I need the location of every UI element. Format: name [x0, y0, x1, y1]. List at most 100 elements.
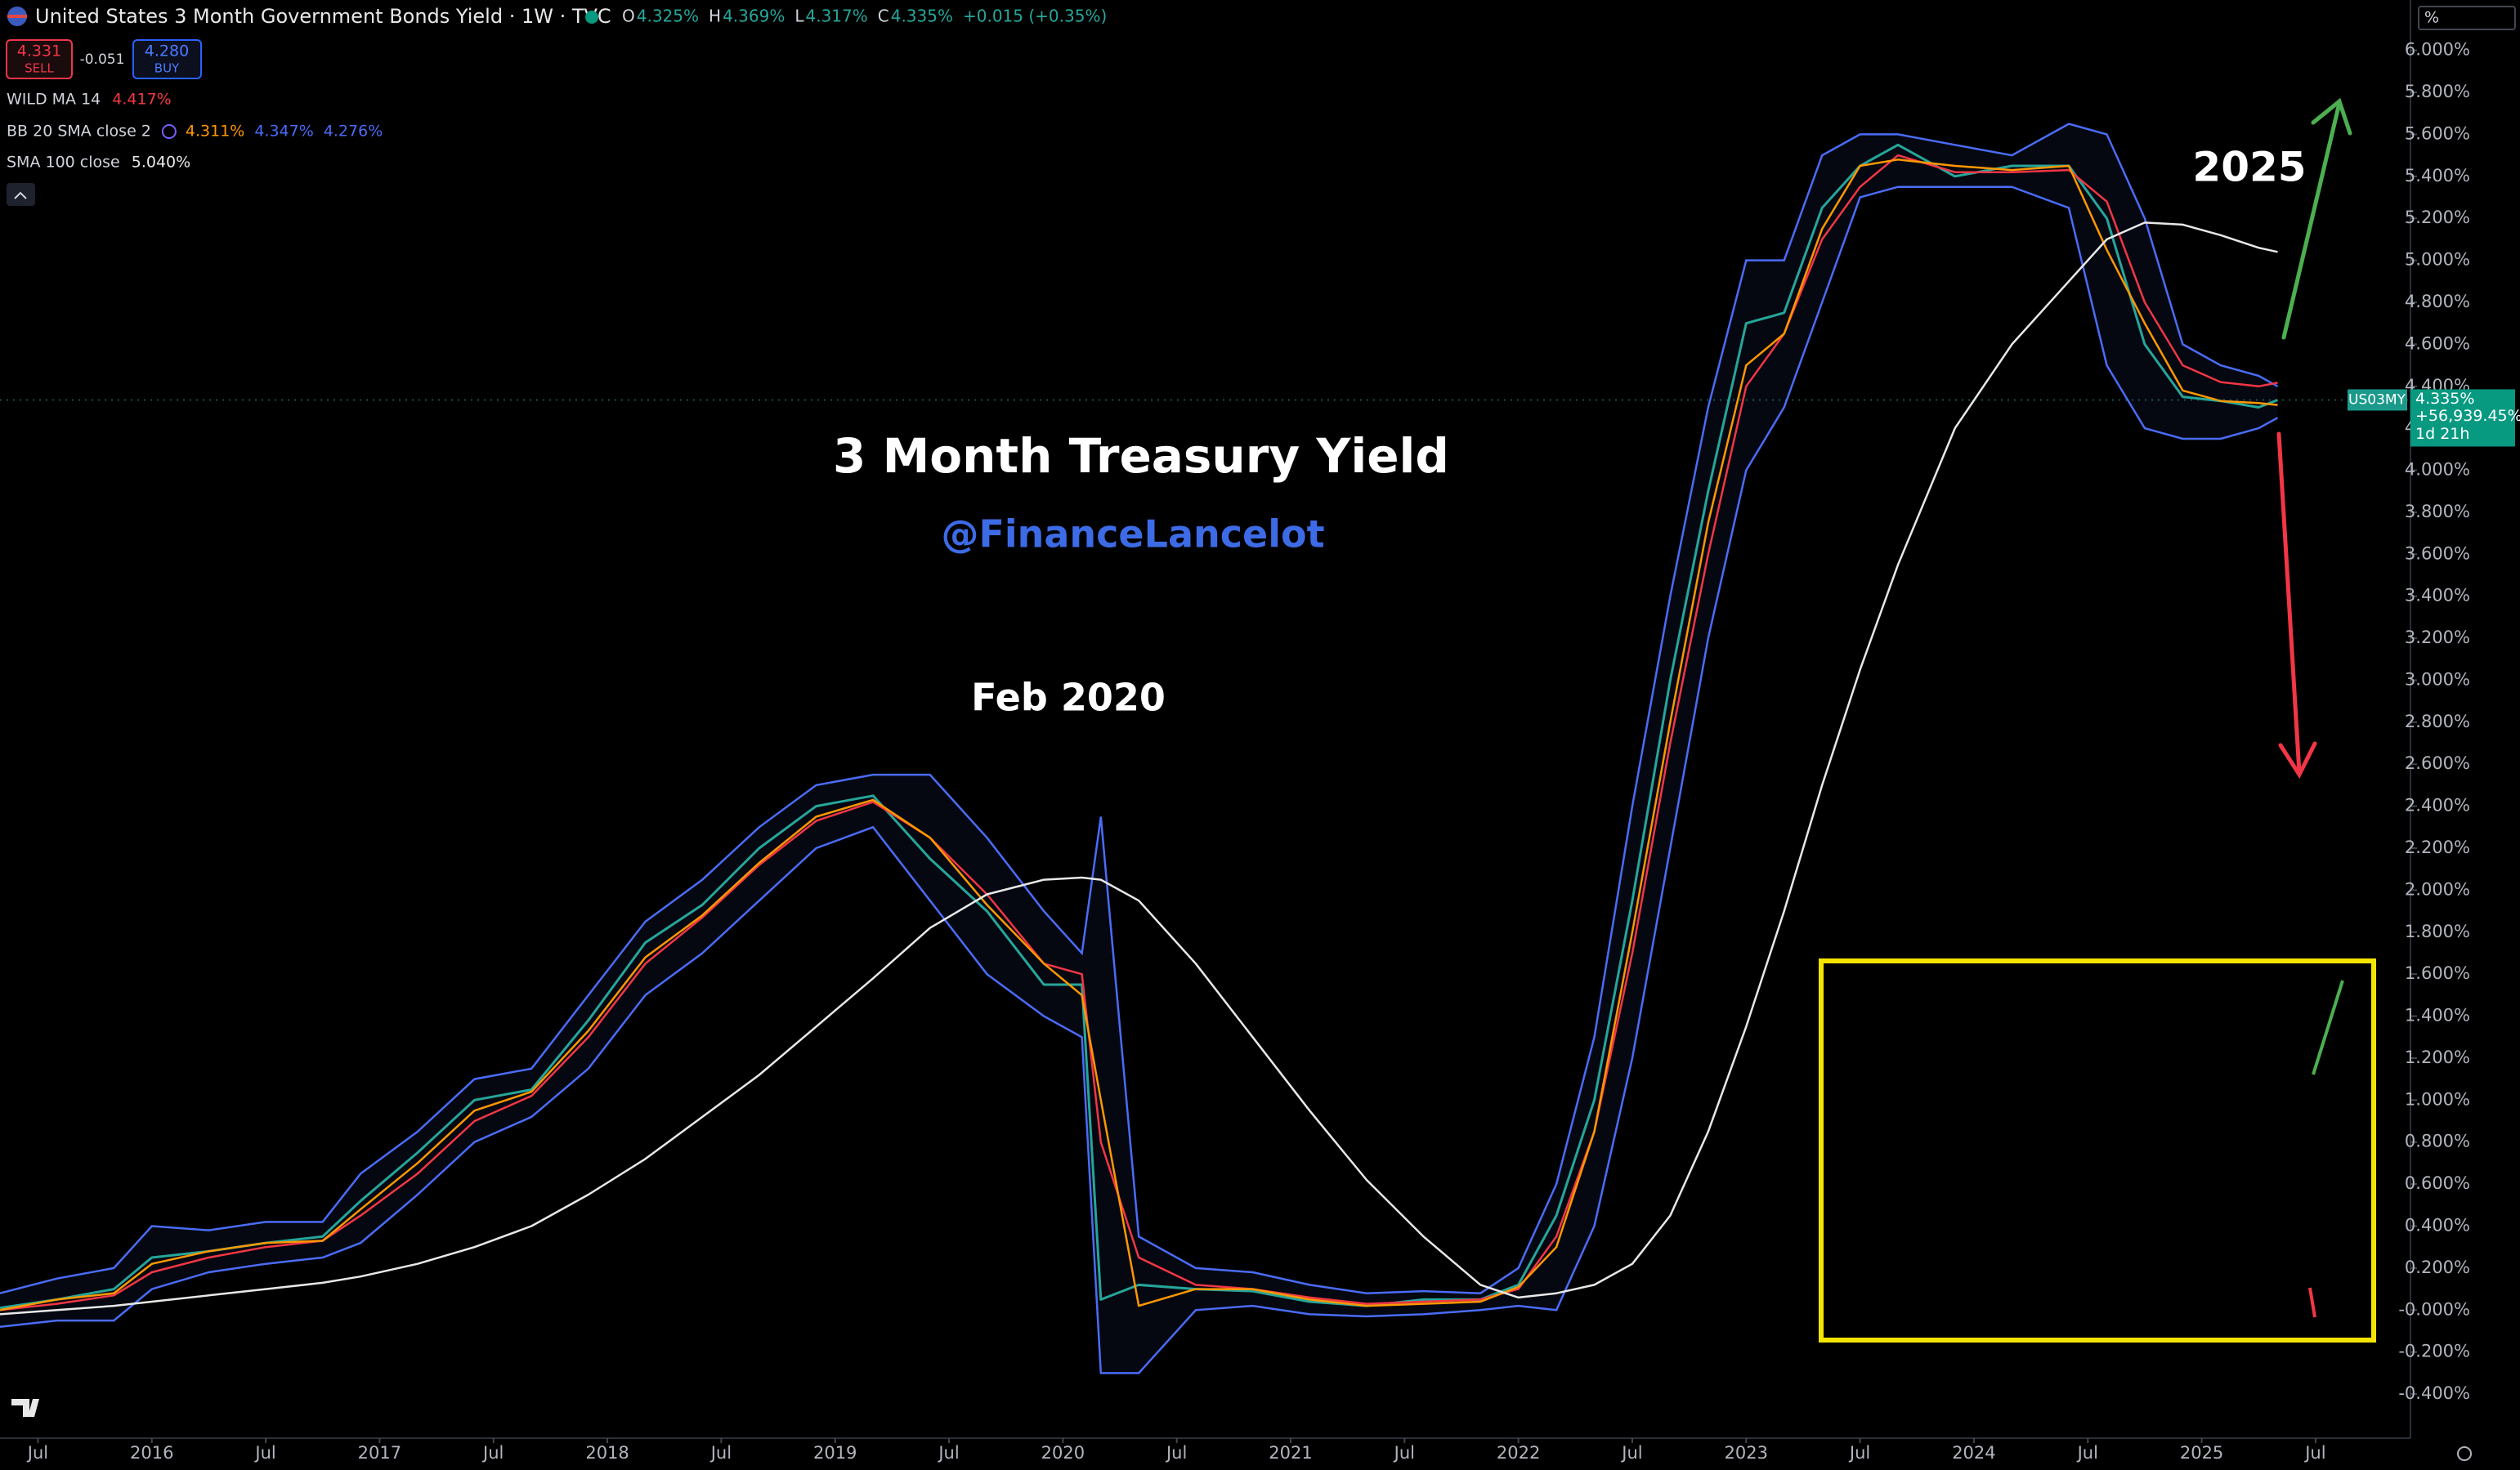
price-tag-countdown: 1d 21h	[2415, 425, 2469, 443]
x-tick-label: Jul	[481, 1443, 504, 1463]
indicator-line	[0, 221, 2278, 1316]
flag-stripe	[7, 15, 27, 18]
x-tick-label: Jul	[253, 1443, 275, 1463]
price-tag-price: 4.335%	[2415, 390, 2474, 408]
y-tick-label: 5.400%	[2405, 166, 2470, 185]
y-tick-label: 3.800%	[2405, 502, 2470, 521]
x-tick-label: 2019	[813, 1443, 857, 1463]
x-tick-label: Jul	[2076, 1443, 2098, 1463]
up-arrow	[2281, 97, 2352, 340]
x-tick-label: 2025	[2180, 1443, 2223, 1463]
bb-fill	[0, 123, 2278, 1374]
logo: PRO	[11, 1399, 83, 1417]
ohlc-key: C	[878, 7, 889, 26]
y-tick-label: -0.200%	[2398, 1342, 2470, 1361]
y-tick-label: 2.800%	[2405, 712, 2470, 731]
bb-upper	[0, 123, 2279, 1294]
header: United States 3 Month Government Bonds Y…	[6, 5, 611, 206]
x-tick-label: Jul	[1165, 1443, 1187, 1463]
y-tick-label: 2.600%	[2405, 753, 2470, 773]
y-tick-label: 6.000%	[2405, 40, 2470, 60]
price-tag-bg	[2410, 389, 2515, 447]
legend-value: 4.417%	[112, 91, 171, 109]
y-tick-label: 3.400%	[2405, 586, 2470, 605]
symbol-tag-bg	[2348, 389, 2407, 411]
axis-unit: %	[2424, 9, 2439, 27]
x-tick-label: Jul	[1620, 1443, 1642, 1463]
spread: -0.051	[80, 51, 125, 68]
y-tick-label: 3.200%	[2405, 628, 2470, 647]
y-tick-label: 0.200%	[2405, 1258, 2470, 1277]
y-tick-label: 1.000%	[2405, 1089, 2470, 1109]
y-tick-label: 4.000%	[2405, 460, 2470, 480]
y-tick-label: 0.600%	[2405, 1173, 2470, 1193]
x-tick-label: Jul	[26, 1443, 48, 1463]
x-tick-label: 2018	[585, 1443, 629, 1463]
y-tick-label: 3.000%	[2405, 669, 2470, 689]
x-tick-label: 2017	[358, 1443, 401, 1463]
inset-arrow	[2312, 980, 2344, 1075]
sell-label: SELL	[25, 61, 54, 76]
ohlc-key: H	[709, 7, 721, 26]
ohlc-key: L	[794, 7, 804, 26]
x-tick-label: 2023	[1725, 1443, 1768, 1463]
y-tick-label: -0.000%	[2398, 1299, 2470, 1319]
legend-name: BB 20 SMA close 2	[7, 123, 151, 141]
y-tick-label: 1.800%	[2405, 922, 2470, 941]
y-tick-label: 1.600%	[2405, 963, 2470, 983]
annotation-feb-2020: Feb 2020	[971, 676, 1166, 720]
y-tick-label: 5.800%	[2405, 82, 2470, 101]
bb-lower	[0, 185, 2279, 1374]
legend-value: 4.276%	[324, 123, 383, 141]
x-tick-label: Jul	[1393, 1443, 1415, 1463]
x-tick-label: 2024	[1952, 1443, 1995, 1463]
legend-value: 5.040%	[132, 154, 190, 172]
indicator-line	[0, 159, 2278, 1311]
sell-price: 4.331	[17, 42, 61, 60]
logo-badge: PRO	[51, 1401, 83, 1417]
unit-box[interactable]	[2418, 6, 2516, 30]
y-tick-label: -0.400%	[2398, 1383, 2470, 1403]
y-tick-label: 3.600%	[2405, 543, 2470, 563]
collapse-icon	[14, 191, 27, 199]
buy-label: BUY	[154, 61, 180, 76]
y-tick-label: 5.600%	[2405, 123, 2470, 143]
y-tick-label: 2.400%	[2405, 796, 2470, 815]
ohlc-value: 4.369%	[723, 7, 785, 26]
y-tick-label: 2.200%	[2405, 838, 2470, 857]
x-tick-label: Jul	[2303, 1443, 2325, 1463]
x-tick-label: 2021	[1269, 1443, 1312, 1463]
annotation-title: 3 Month Treasury Yield	[833, 428, 1449, 484]
legend-name: SMA 100 close	[7, 154, 120, 172]
y-tick-label: 0.800%	[2405, 1132, 2470, 1151]
buy-price: 4.280	[145, 42, 189, 60]
symbol-title: United States 3 Month Government Bonds Y…	[35, 5, 611, 28]
price-tag-change: +56,939.45%	[2415, 407, 2520, 425]
buy-button[interactable]	[132, 39, 202, 79]
x-tick-label: Jul	[1848, 1443, 1870, 1463]
ohlc-value: 4.317%	[805, 7, 867, 26]
y-tick-label: 1.200%	[2405, 1048, 2470, 1067]
plot-area	[0, 123, 2410, 1374]
settings-icon[interactable]	[2457, 1446, 2472, 1461]
annotation-2025: 2025	[2192, 144, 2306, 191]
x-tick-label: 2022	[1497, 1443, 1540, 1463]
legend-icon	[161, 124, 177, 139]
down-arrow	[2276, 431, 2317, 780]
inset-box	[1819, 958, 2376, 1343]
ohlc-key: O	[622, 7, 635, 26]
inset-arrow	[2308, 1287, 2316, 1318]
y-tick-label: 1.400%	[2405, 1006, 2470, 1025]
ohlc-value: 4.335%	[891, 7, 953, 26]
legend-value: 4.347%	[254, 123, 313, 141]
collapse-button[interactable]	[7, 183, 35, 206]
y-tick-label: 2.000%	[2405, 879, 2470, 899]
sell-button[interactable]	[6, 39, 73, 79]
y-tick-label: 5.000%	[2405, 250, 2470, 270]
ohlc-value: 4.325%	[637, 7, 699, 26]
x-tick-label: Jul	[937, 1443, 959, 1463]
price-line	[0, 143, 2279, 1310]
